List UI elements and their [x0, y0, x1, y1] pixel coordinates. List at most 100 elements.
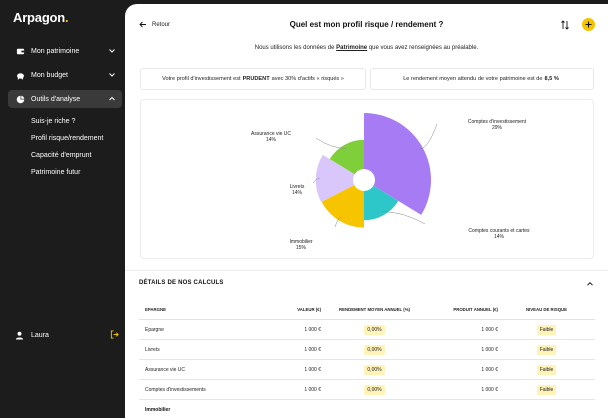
chart-card: Comptes d'investissement 29% Comptes coura…: [140, 99, 594, 259]
row-value: 1 000 €: [304, 326, 321, 333]
profile-value: PRUDENT: [242, 76, 270, 82]
arrow-left-icon: [139, 21, 146, 28]
col-header: NIVEAU DE RISQUE: [525, 307, 568, 312]
details-table: EPARGNE VALEUR (€) RENDEMENT MOYEN ANNUE…: [139, 300, 595, 418]
col-header: PRODUIT ANNUEL (€): [453, 307, 498, 312]
slice-percent: 14%: [291, 190, 302, 196]
row-product: 1 000 €: [481, 326, 498, 333]
row-name: Epargne: [145, 326, 164, 333]
back-label: Retour: [152, 21, 171, 28]
sidebar-item-label: Outils d'analyse: [31, 95, 81, 103]
back-button[interactable]: Retour: [139, 21, 170, 28]
sidebar-item-outils-analyse[interactable]: Outils d'analyse: [8, 90, 122, 108]
table-group-label: Immobilier: [145, 407, 171, 413]
row-value: 1 000 €: [304, 366, 321, 373]
chevron-up-icon[interactable]: [586, 280, 594, 288]
plus-icon: [585, 21, 592, 28]
table-header: EPARGNE VALEUR (€) RENDEMENT MOYEN ANNUE…: [139, 300, 595, 320]
col-header: EPARGNE: [145, 307, 166, 312]
chevron-down-icon: [109, 49, 115, 53]
slice-percent: 14%: [265, 137, 276, 143]
slice-label: Livrets 14%: [257, 184, 337, 196]
page-subtitle: Nous utilisons les données de Patrimoine…: [125, 45, 608, 51]
rate-badge: 0,00%: [364, 324, 385, 335]
profile-summary-card: Votre profil d'investissement est PRUDEN…: [140, 68, 366, 90]
profile-text: avec 30% d'actifs « risqués »: [271, 76, 344, 82]
wallet-icon: [16, 48, 25, 54]
details-title: DÉTAILS DE NOS CALCULS: [139, 280, 224, 286]
sidebar-item-label: Mon budget: [31, 71, 68, 79]
slice-name: Livrets: [289, 184, 305, 190]
app-logo[interactable]: Arpagon.: [13, 10, 69, 25]
slice-name: Assurance vie UC: [250, 131, 291, 137]
row-value: 1 000 €: [304, 386, 321, 393]
slice-percent: 29%: [491, 125, 502, 131]
slice-assurance-vie: [329, 139, 364, 180]
slice-comptes-investissement: [364, 113, 431, 215]
leader-line: [315, 137, 347, 149]
sidebar-subitem-patrimoine-futur[interactable]: Patrimoine futur: [31, 169, 81, 176]
page-title: Quel est mon profil risque / rendement ?: [289, 20, 444, 29]
slice-name: Comptes d'investissement: [467, 119, 527, 125]
subtitle-text: Nous utilisons les données de: [254, 45, 337, 51]
row-name: Comptes d'investissements: [145, 386, 206, 393]
leader-line: [312, 178, 320, 184]
slice-label: Immobilier 15%: [261, 239, 341, 251]
rate-badge: 0,00%: [364, 384, 385, 395]
row-product: 1 000 €: [481, 346, 498, 353]
risk-badge: Faible: [536, 344, 557, 355]
slice-percent: 15%: [295, 245, 306, 251]
sidebar-item-mon-patrimoine[interactable]: Mon patrimoine: [8, 42, 122, 60]
sidebar: Arpagon. Mon patrimoine Mon budget Outil…: [0, 0, 125, 418]
table-row: Assurance vie UC 1 000 € 0,00% 1 000 € F…: [139, 360, 595, 380]
piggy-bank-icon: [17, 72, 24, 79]
return-summary-card: Le rendement moyen attendu de votre patr…: [370, 68, 594, 90]
slice-label: Comptes d'investissement 29%: [447, 119, 547, 131]
leader-line: [418, 123, 438, 150]
user-icon: [15, 331, 24, 340]
donut-hole: [353, 169, 375, 191]
profile-text: Votre profil d'investissement est: [162, 76, 241, 82]
sidebar-item-mon-budget[interactable]: Mon budget: [8, 66, 122, 84]
slice-name: Immobilier: [289, 239, 313, 245]
divider: [125, 270, 608, 271]
sidebar-subitem-profil-risque[interactable]: Profil risque/rendement: [31, 135, 104, 142]
row-name: Assurance vie UC: [145, 366, 186, 373]
table-row: Epargne 1 000 € 0,00% 1 000 € Faible: [139, 320, 595, 340]
row-name: Livrets: [145, 346, 160, 353]
row-product: 1 000 €: [481, 386, 498, 393]
row-value: 1 000 €: [304, 346, 321, 353]
chevron-up-icon: [109, 96, 115, 101]
slice-immobilier: [321, 180, 364, 228]
sidebar-subitem-capacite-emprunt[interactable]: Capacité d'emprunt: [31, 152, 92, 159]
main-panel: Retour Quel est mon profil risque / rend…: [125, 4, 608, 418]
sidebar-item-label: Mon patrimoine: [31, 47, 80, 55]
leader-line: [334, 216, 342, 228]
slice-percent: 14%: [493, 234, 504, 240]
row-product: 1 000 €: [481, 366, 498, 373]
add-button[interactable]: [582, 18, 595, 31]
rate-badge: 0,00%: [364, 364, 385, 375]
risk-pie-chart: [312, 113, 438, 228]
sort-icon[interactable]: [560, 20, 570, 30]
logout-icon[interactable]: [110, 330, 119, 339]
rate-badge: 0,00%: [364, 344, 385, 355]
table-row: Livrets 1 000 € 0,00% 1 000 € Faible: [139, 340, 595, 360]
subtitle-text: que vous avez renseignées au préalable.: [367, 45, 479, 51]
risk-badge: Faible: [536, 364, 557, 375]
slice-label: Comptes courants et cartes 14%: [449, 228, 549, 240]
return-text: Le rendement moyen attendu de votre patr…: [403, 76, 543, 82]
slice-name: Comptes courants et cartes: [468, 228, 530, 234]
slice-comptes-courants: [364, 180, 399, 221]
user-profile[interactable]: Laura: [15, 328, 119, 342]
table-row: Comptes d'investissements 1 000 € 0,00% …: [139, 380, 595, 400]
sidebar-subitem-suis-je-riche[interactable]: Suis-je riche ?: [31, 118, 76, 125]
slice-label: Assurance vie UC 14%: [231, 131, 311, 143]
return-value: 8,5 %: [544, 76, 559, 82]
leader-line: [381, 211, 426, 225]
patrimoine-link[interactable]: Patrimoine: [336, 45, 368, 51]
risk-badge: Faible: [536, 384, 557, 395]
pie-chart-icon: [16, 95, 25, 103]
slice-livrets: [315, 154, 364, 203]
col-header: VALEUR (€): [297, 307, 321, 312]
